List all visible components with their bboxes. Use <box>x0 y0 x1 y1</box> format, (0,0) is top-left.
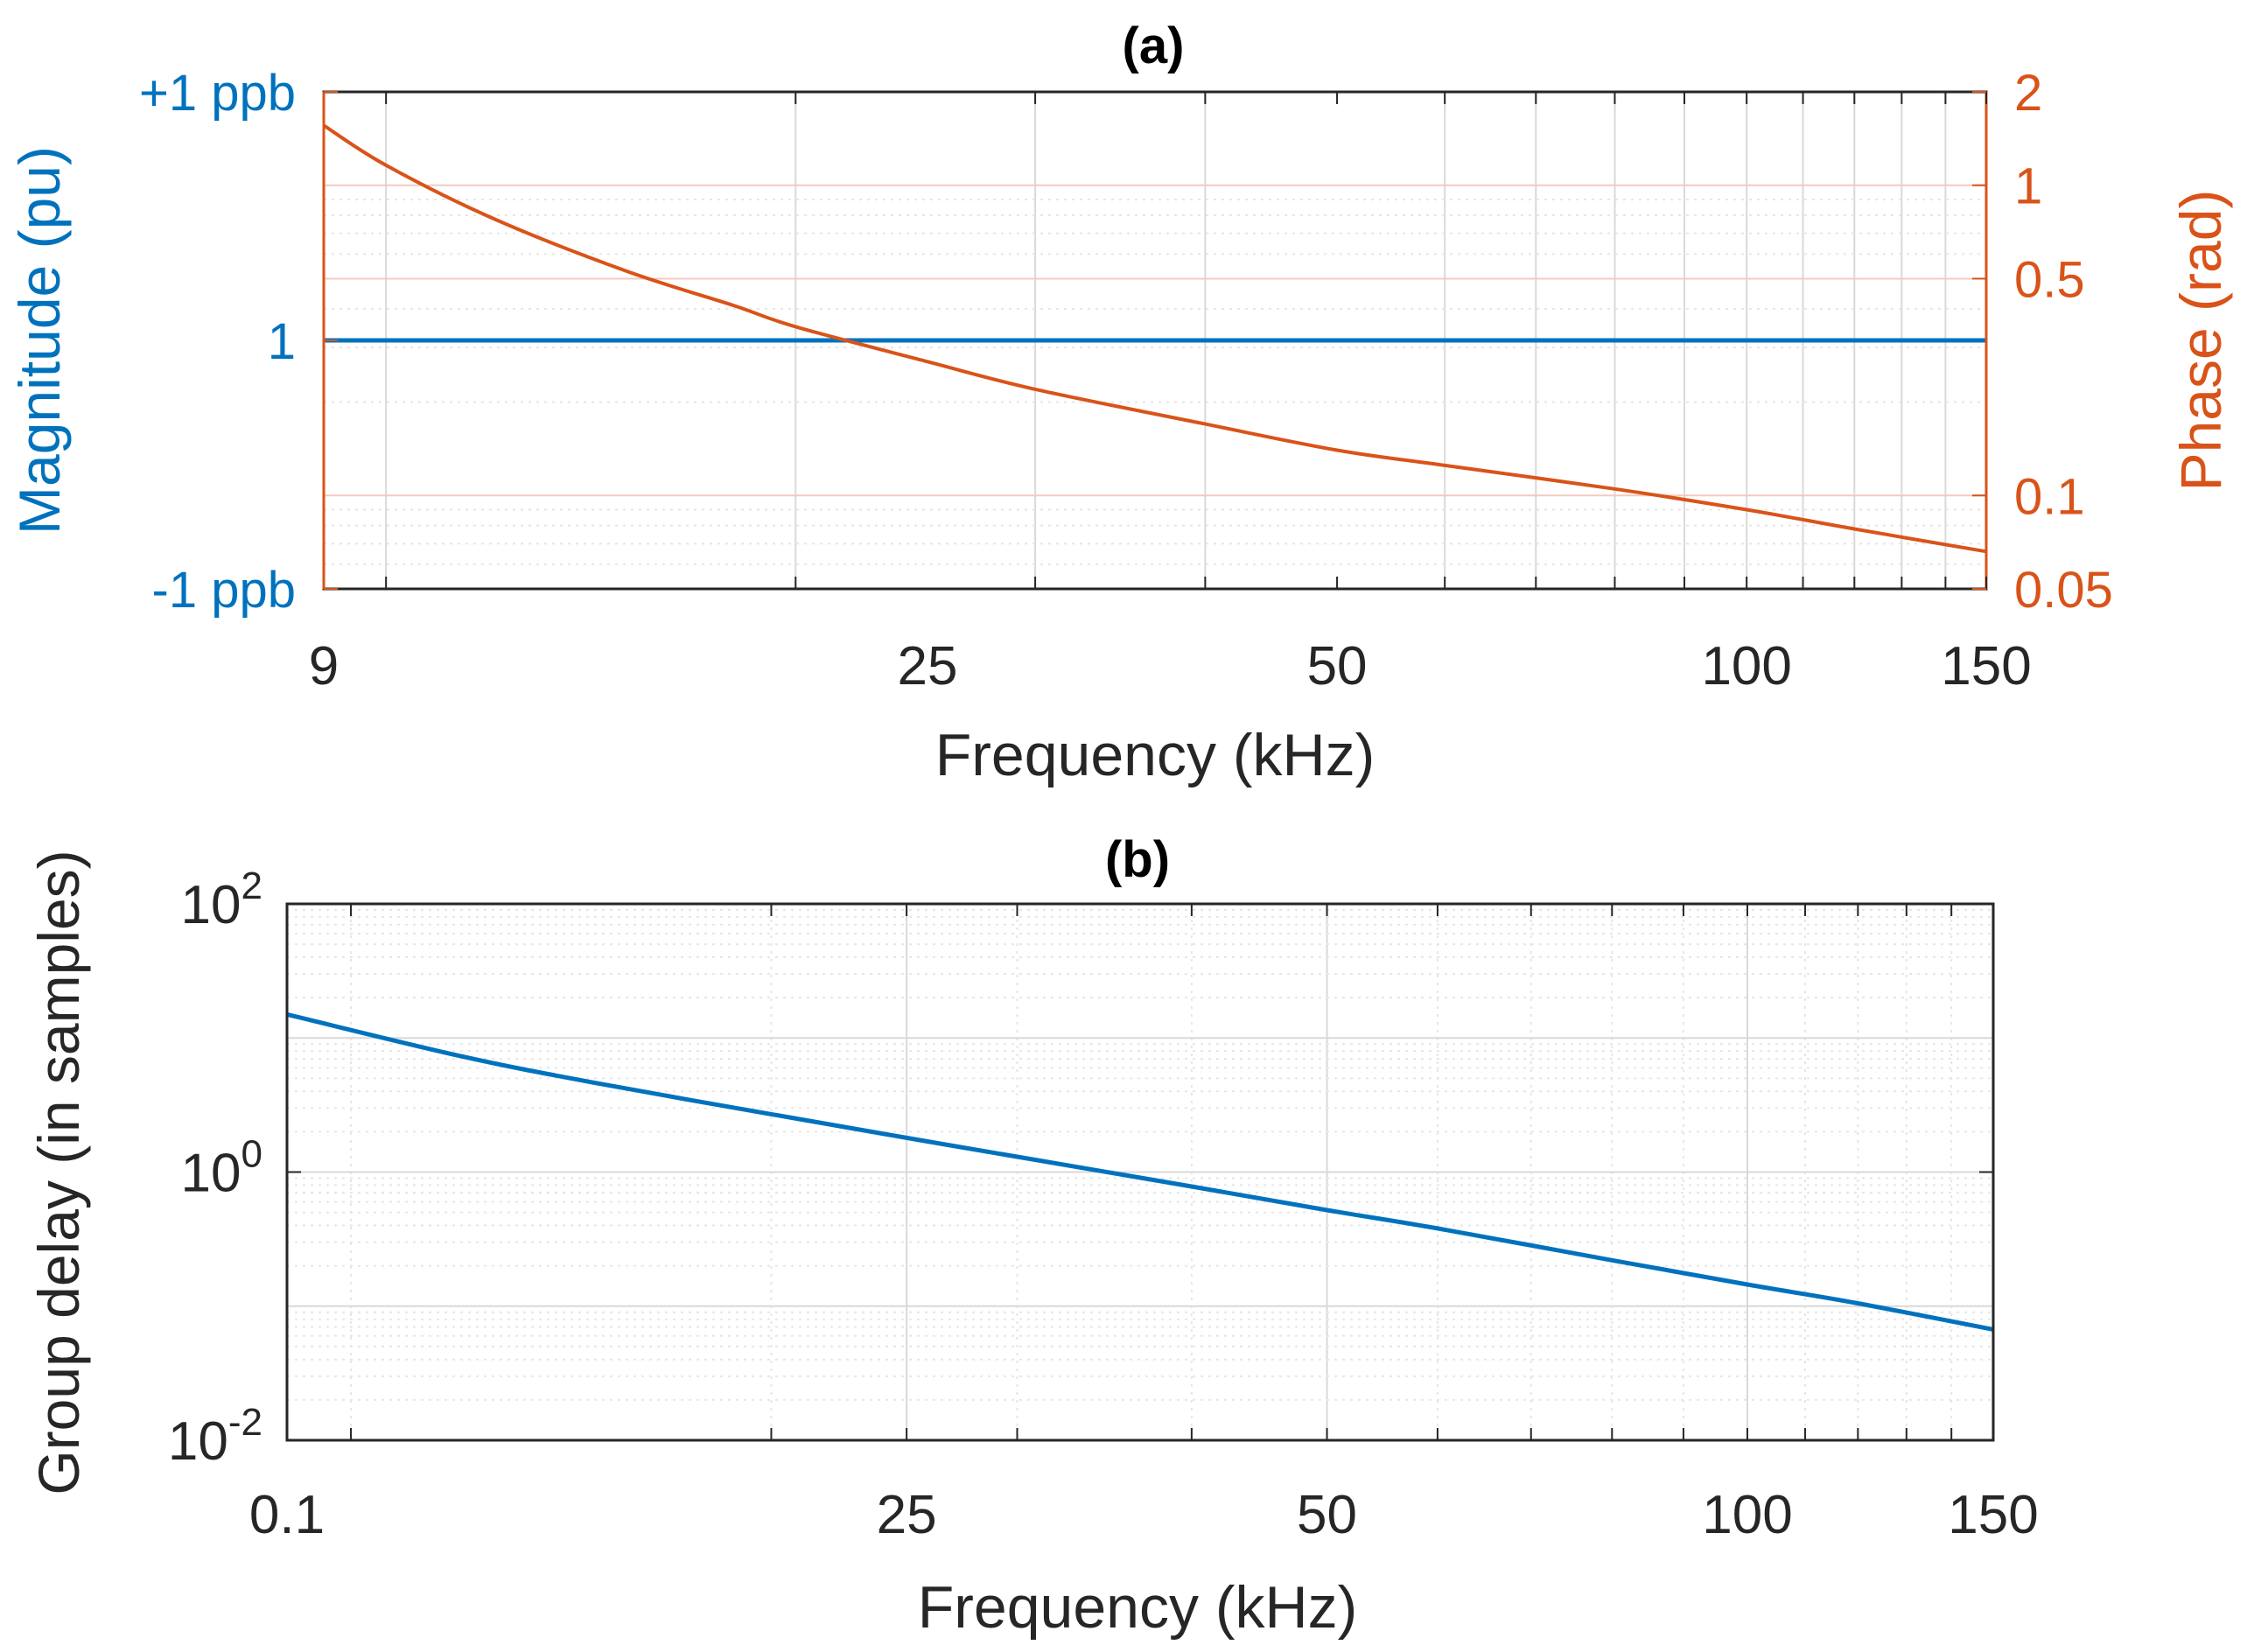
chart-a-left-tick-label: -1 ppb <box>152 562 296 619</box>
chart-b-ytick-label: 102 <box>181 864 262 935</box>
chart-b-xtick-label: 100 <box>1702 1485 1792 1545</box>
chart-b-xlabel: Frequency (kHz) <box>918 1574 1358 1641</box>
chart-b-ytick-label: 100 <box>181 1133 262 1204</box>
chart-a-xtick-label: 9 <box>309 636 339 696</box>
chart-b-ylabel: Group delay (in samples) <box>26 850 91 1494</box>
chart-a-right-ticklabels: 2 1 0.5 0.1 0.05 <box>2014 65 2113 619</box>
chart-a-ylabel-right: Phase (rad) <box>2168 190 2233 492</box>
chart-a-ticks <box>324 91 1987 590</box>
chart-a-xtick-label: 150 <box>1941 636 2031 696</box>
chart-a-right-tick-label: 0.5 <box>2014 251 2085 308</box>
ytick-exponent: 2 <box>242 864 262 907</box>
chart-a-xtick-label: 100 <box>1701 636 1791 696</box>
chart-a-right-tick-label: 2 <box>2014 65 2042 122</box>
chart-a-xlabel: Frequency (kHz) <box>935 722 1376 788</box>
chart-b: (b) 0.1 25 50 100 150 102 100 10-2 Frequ… <box>26 831 2039 1641</box>
chart-a-left-ticklabels: +1 ppb 1 -1 ppb <box>139 65 296 619</box>
chart-b-series-group-delay <box>286 1012 1994 1332</box>
chart-a-title: (a) <box>1123 18 1185 74</box>
chart-a-phase-line <box>322 123 1987 554</box>
chart-b-xtick-label: 50 <box>1297 1485 1357 1545</box>
chart-b-group-delay-line <box>286 1012 1994 1332</box>
chart-a-ylabel-left: Magnitude (pu) <box>7 146 72 535</box>
chart-a-right-tick-label: 0.05 <box>2014 562 2113 619</box>
chart-b-xtick-label: 0.1 <box>249 1485 325 1545</box>
chart-a-left-tick-label: 1 <box>268 313 296 370</box>
chart-b-ticks <box>287 903 1993 1441</box>
ytick-exponent: 0 <box>242 1133 262 1176</box>
chart-b-yticklabels: 102 100 10-2 <box>168 864 262 1472</box>
chart-b-ytick-label: 10-2 <box>168 1401 262 1472</box>
chart-b-xtick-label: 150 <box>1948 1485 2038 1545</box>
chart-a-left-tick-label: +1 ppb <box>139 65 296 122</box>
chart-b-xtick-label: 25 <box>877 1485 937 1545</box>
chart-a-right-tick-label: 0.1 <box>2014 468 2085 525</box>
ytick-exponent: -2 <box>228 1401 262 1444</box>
chart-b-title: (b) <box>1105 831 1170 888</box>
chart-b-grid <box>287 904 1993 1440</box>
chart-a-xticklabels: 9 25 50 100 150 <box>309 636 2032 696</box>
chart-a-series-phase <box>322 123 1987 554</box>
chart-a-xtick-label: 50 <box>1307 636 1368 696</box>
ytick-base: 10 <box>181 875 242 935</box>
ytick-base: 10 <box>181 1144 242 1204</box>
chart-a-right-tick-label: 1 <box>2014 158 2042 215</box>
ytick-base: 10 <box>168 1411 228 1472</box>
chart-b-xticklabels: 0.1 25 50 100 150 <box>249 1485 2039 1545</box>
chart-a-xtick-label: 25 <box>897 636 957 696</box>
chart-a: (a) 9 25 50 100 150 +1 ppb 1 -1 ppb 2 1 … <box>7 18 2233 788</box>
